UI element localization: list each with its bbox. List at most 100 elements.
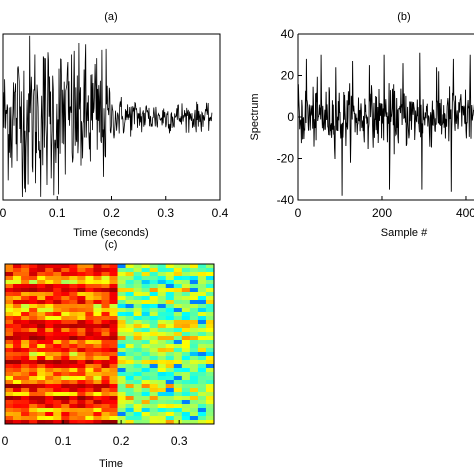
heatmap-cell [181,292,191,297]
heatmap-cell [189,336,199,341]
heatmap-cell [165,336,175,341]
heatmap-cell [125,324,135,329]
heatmap-cell [109,316,118,321]
heatmap-cell [125,308,135,313]
heatmap-cell [77,396,86,401]
heatmap-cell [93,332,102,337]
heatmap-cell [149,300,159,305]
heatmap-cell [197,400,207,405]
heatmap-cell [173,364,183,369]
panel-a: (a) 0 0.1 0.2 0.3 0.4 Time (seconds) [0,11,229,239]
heatmap-cell [85,280,94,285]
heatmap-cell [61,304,70,309]
heatmap-cell [109,364,118,369]
heatmap-cell [77,280,86,285]
heatmap-cell [133,316,143,321]
heatmap-cell [101,300,110,305]
heatmap-cell [21,280,30,285]
heatmap-cell [45,368,54,373]
heatmap-cell [157,404,167,409]
heatmap-cell [149,408,159,413]
heatmap-cell [5,312,14,317]
heatmap-cell [93,388,102,393]
heatmap-cell [77,300,86,305]
heatmap-cell [157,268,167,273]
heatmap-cell [37,304,46,309]
heatmap-cell [85,276,94,281]
heatmap-cell [61,416,70,421]
heatmap-cell [37,412,46,417]
heatmap-cell [5,276,14,281]
heatmap-cell [13,416,22,421]
heatmap-cell [125,292,135,297]
heatmap-cell [21,288,30,293]
heatmap-cell [101,332,110,337]
heatmap-cell [141,284,151,289]
heatmap-cell [61,404,70,409]
heatmap-cell [133,376,143,381]
heatmap-cell [21,296,30,301]
heatmap-cell [77,336,86,341]
heatmap-cell [13,412,22,417]
heatmap-cell [117,288,126,293]
heatmap-cell [117,368,126,373]
heatmap-cell [197,412,207,417]
heatmap-cell [13,328,22,333]
heatmap-cell [157,352,167,357]
heatmap-cell [157,288,167,293]
heatmap-cell [69,332,78,337]
heatmap-cell [53,336,62,341]
heatmap-cell [149,304,159,309]
heatmap-cell [21,356,30,361]
heatmap-cell [21,264,30,269]
heatmap-cell [197,404,207,409]
heatmap-cell [13,392,22,397]
heatmap-cell [165,324,175,329]
heatmap-cell [61,344,70,349]
heatmap-cell [205,308,215,313]
panel-b-x-tick-label: 0 [295,206,302,220]
heatmap-cell [157,388,167,393]
heatmap-cell [37,284,46,289]
heatmap-cell [5,272,14,277]
heatmap-cell [141,376,151,381]
heatmap-cell [197,332,207,337]
heatmap-cell [85,400,94,405]
heatmap-cell [149,372,159,377]
heatmap-cell [149,264,159,269]
heatmap-cell [109,312,118,317]
heatmap-cell [93,336,102,341]
heatmap-cell [157,392,167,397]
heatmap-cell [165,360,175,365]
heatmap-cell [45,284,54,289]
heatmap-cell [189,376,199,381]
panel-c-x-tick-label: 0.3 [171,434,188,448]
heatmap-cell [69,344,78,349]
heatmap-cell [101,384,110,389]
heatmap-cell [93,348,102,353]
heatmap-cell [21,392,30,397]
heatmap-cell [109,396,118,401]
heatmap-cell [189,400,199,405]
heatmap-cell [157,272,167,277]
heatmap-cell [181,364,191,369]
heatmap-cell [117,308,126,313]
heatmap-cell [125,336,135,341]
heatmap-cell [141,408,151,413]
heatmap-cell [101,312,110,317]
heatmap-cell [45,396,54,401]
heatmap-cell [133,356,143,361]
heatmap-cell [173,372,183,377]
heatmap-cell [29,276,38,281]
heatmap-cell [189,284,199,289]
panel-b-y-tick-label: -20 [277,152,295,166]
heatmap-cell [157,376,167,381]
heatmap-cell [181,376,191,381]
heatmap-cell [173,384,183,389]
heatmap-cell [173,388,183,393]
heatmap-cell [69,416,78,421]
heatmap-cell [53,292,62,297]
heatmap-cell [205,344,215,349]
heatmap-cell [69,376,78,381]
heatmap-cell [117,264,126,269]
